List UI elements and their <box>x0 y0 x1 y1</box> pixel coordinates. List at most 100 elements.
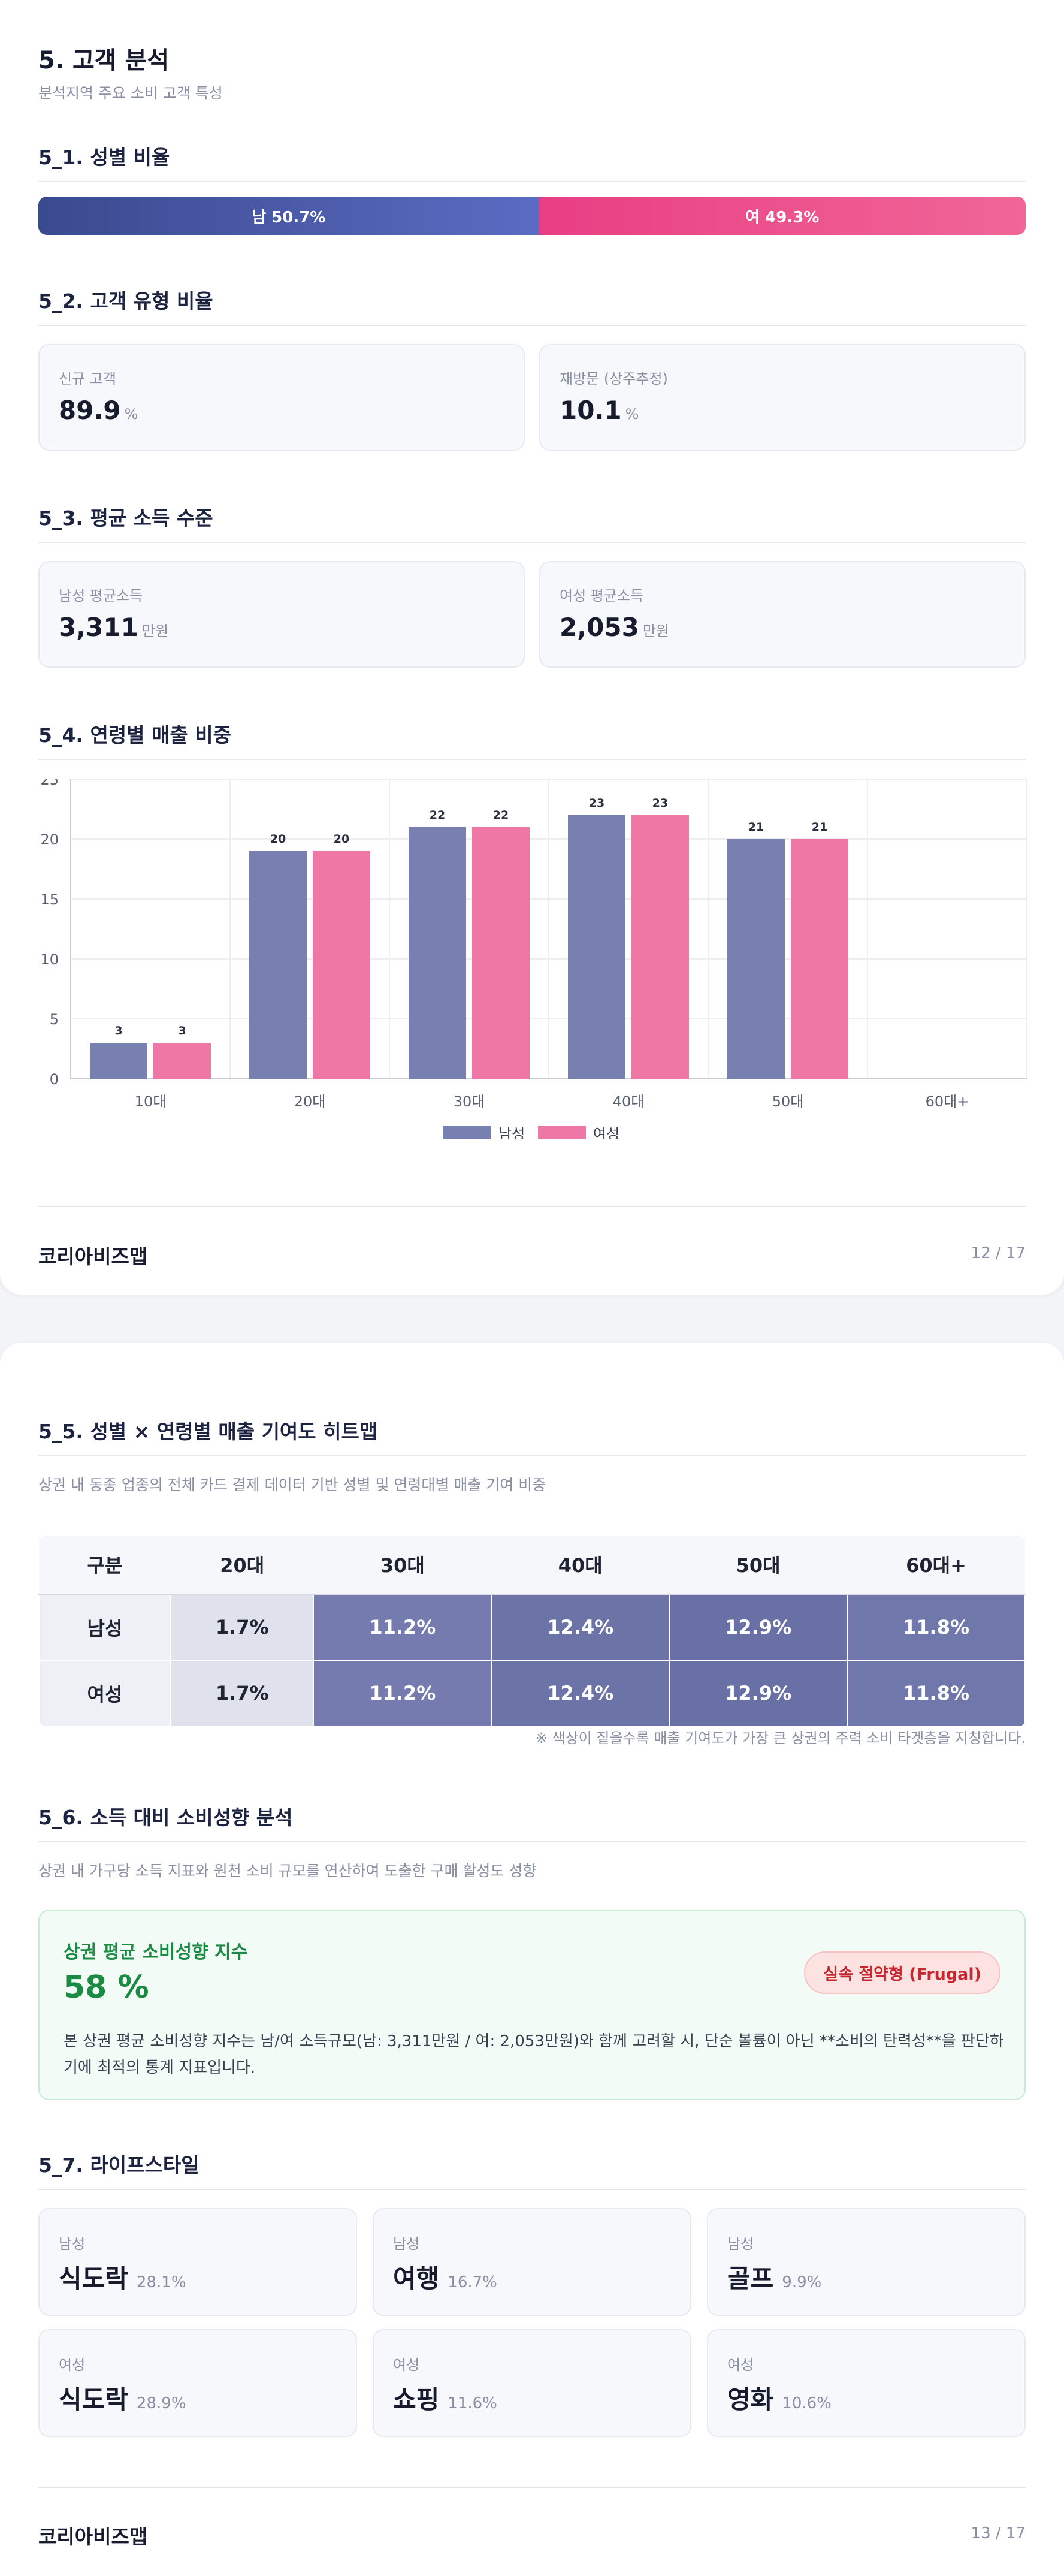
bar-female <box>313 851 370 1079</box>
legend-swatch <box>538 1126 586 1139</box>
heatmap-cell: 11.2% <box>313 1660 492 1727</box>
lifestyle-card: 여성 영화 10.6% <box>707 2329 1026 2437</box>
heatmap-note: ※ 색상이 짙을수록 매출 기여도가 가장 큰 상권의 주력 소비 타겟층을 지… <box>535 1730 1026 1747</box>
heatmap-cell: 11.8% <box>847 1660 1026 1727</box>
bar-female <box>153 1043 211 1079</box>
lifestyle-card: 남성 식도락 28.1% <box>38 2208 357 2316</box>
footer-page-number: 12 / 17 <box>971 1244 1026 1262</box>
card-value: 10.1% <box>560 396 639 425</box>
x-tick-label: 50대 <box>772 1093 804 1110</box>
lifestyle-card: 남성 여행 16.7% <box>373 2208 691 2316</box>
footer-brand: 코리아비즈맵 <box>38 2525 148 2548</box>
lifestyle-name: 영화 10.6% <box>727 2385 832 2414</box>
lifestyle-gender: 남성 <box>393 2236 420 2252</box>
bar-data-label: 23 <box>589 797 604 810</box>
footer-divider <box>38 1206 1026 1207</box>
section-age-sales-title: 5_4. 연령별 매출 비중 <box>38 719 1026 760</box>
age-sales-bar-chart: 0 5 10 15 20 25 3 3 10대 20 20 20대 22 22 30대 23 23 40대 21 21… <box>40 779 1027 1139</box>
lifestyle-pct: 11.6% <box>448 2394 497 2412</box>
heatmap-cell: 12.4% <box>491 1660 670 1727</box>
lifestyle-pct: 16.7% <box>448 2273 497 2291</box>
customer-type-card-new: 신규 고객 89.9% <box>38 344 525 451</box>
heatmap-cell: 11.2% <box>313 1594 492 1661</box>
income-card-male: 남성 평균소득 3,311 만원 <box>38 561 525 668</box>
y-tick-label: 20 <box>40 831 59 848</box>
heatmap-header: 50대 <box>669 1536 848 1595</box>
page-title: 5. 고객 분석 <box>38 47 170 74</box>
lifestyle-name: 쇼핑 11.6% <box>393 2385 497 2414</box>
lifestyle-gender: 남성 <box>727 2236 754 2252</box>
report-page-13: 5_5. 성별 × 연령별 매출 기여도 히트맵 상권 내 동종 업종의 전체 … <box>0 1343 1064 2576</box>
lifestyle-pct: 28.1% <box>136 2273 186 2291</box>
section-heatmap-title: 5_5. 성별 × 연령별 매출 기여도 히트맵 <box>38 1416 1026 1456</box>
lifestyle-pct: 9.9% <box>782 2273 822 2291</box>
heatmap-header: 30대 <box>313 1536 492 1595</box>
gender-age-heatmap-table: 구분 20대 30대 40대 50대 60대+ 남성 1.7% 11.2% 12… <box>38 1536 1026 1727</box>
y-tick-label: 15 <box>40 891 59 908</box>
legend-label: 여성 <box>593 1126 619 1139</box>
card-value: 89.9% <box>59 396 138 425</box>
bar-data-label: 22 <box>493 809 509 822</box>
spending-description: 상권 내 가구당 소득 지표와 원천 소비 규모를 연산하여 도출한 구매 활성… <box>38 1862 537 1880</box>
bar-male <box>727 839 785 1079</box>
heatmap-row-female: 여성 1.7% 11.2% 12.4% 12.9% 11.8% <box>38 1660 1026 1727</box>
bar-male <box>249 851 307 1079</box>
bar-data-label: 21 <box>812 821 827 834</box>
footer-page-number: 13 / 17 <box>971 2524 1026 2542</box>
bar-data-label: 3 <box>178 1024 186 1037</box>
heatmap-cell: 1.7% <box>170 1594 315 1661</box>
gender-bar-male: 남 50.7% <box>38 197 539 235</box>
heatmap-header-row: 구분 20대 30대 40대 50대 60대+ <box>39 1536 1025 1595</box>
lifestyle-gender: 여성 <box>727 2357 754 2373</box>
lifestyle-pct: 28.9% <box>136 2394 186 2412</box>
section-income-title: 5_3. 평균 소득 수준 <box>38 502 1026 543</box>
y-tick-label: 10 <box>40 951 59 968</box>
heatmap-cell: 1.7% <box>170 1660 315 1727</box>
lifestyle-gender: 남성 <box>59 2236 86 2252</box>
lifestyle-pct: 10.6% <box>782 2394 832 2412</box>
card-label: 신규 고객 <box>59 370 116 387</box>
lifestyle-gender: 여성 <box>393 2357 420 2373</box>
bar-data-label: 23 <box>652 797 668 810</box>
spending-index-title: 상권 평균 소비성향 지수 <box>64 1942 248 1963</box>
spending-index-value: 58 % <box>64 1969 149 2005</box>
section-gender-ratio-title: 5_1. 성별 비율 <box>38 141 1026 182</box>
spending-index-description: 본 상권 평균 소비성향 지수는 남/여 소득규모(남: 3,311만원 / 여… <box>64 2032 1004 2077</box>
footer-brand: 코리아비즈맵 <box>38 1245 148 1268</box>
legend-swatch <box>443 1126 491 1139</box>
heatmap-header: 60대+ <box>847 1536 1025 1595</box>
heatmap-cell: 12.9% <box>669 1594 848 1661</box>
bar-female <box>631 815 689 1079</box>
page-subtitle: 분석지역 주요 소비 고객 특성 <box>38 85 223 102</box>
heatmap-header: 구분 <box>39 1536 171 1595</box>
bar-data-label: 22 <box>430 809 445 822</box>
legend-label: 남성 <box>498 1126 525 1139</box>
card-label: 남성 평균소득 <box>59 587 143 604</box>
lifestyle-gender: 여성 <box>59 2357 86 2373</box>
section-lifestyle-title: 5_7. 라이프스타일 <box>38 2149 1026 2190</box>
gender-bar-female: 여 49.3% <box>539 197 1026 235</box>
x-tick-label: 30대 <box>454 1093 485 1110</box>
card-label: 여성 평균소득 <box>560 587 644 604</box>
heatmap-cell: 11.8% <box>847 1594 1026 1661</box>
heatmap-row-label: 남성 <box>38 1594 171 1661</box>
spending-type-badge: 실속 절약형 (Frugal) <box>804 1951 1000 1994</box>
bar-male <box>409 827 466 1079</box>
report-page-12: 5. 고객 분석 분석지역 주요 소비 고객 특성 5_1. 성별 비율 남 5… <box>0 0 1064 1295</box>
heatmap-header: 20대 <box>171 1536 314 1595</box>
bar-female <box>791 839 848 1079</box>
gender-ratio-bar: 남 50.7% 여 49.3% <box>38 197 1026 235</box>
lifestyle-name: 식도락 28.1% <box>59 2264 186 2293</box>
heatmap-cell: 12.4% <box>491 1594 670 1661</box>
bar-data-label: 3 <box>114 1024 122 1037</box>
bar-data-label: 20 <box>334 832 349 846</box>
bar-data-label: 20 <box>270 832 286 846</box>
bar-female <box>472 827 530 1079</box>
x-tick-label: 20대 <box>294 1093 326 1110</box>
y-tick-label: 25 <box>40 779 59 788</box>
heatmap-row-male: 남성 1.7% 11.2% 12.4% 12.9% 11.8% <box>38 1594 1026 1661</box>
x-tick-label: 40대 <box>613 1093 645 1110</box>
section-spending-title: 5_6. 소득 대비 소비성향 분석 <box>38 1802 1026 1842</box>
income-card-female: 여성 평균소득 2,053 만원 <box>539 561 1026 668</box>
lifestyle-card: 여성 쇼핑 11.6% <box>373 2329 691 2437</box>
